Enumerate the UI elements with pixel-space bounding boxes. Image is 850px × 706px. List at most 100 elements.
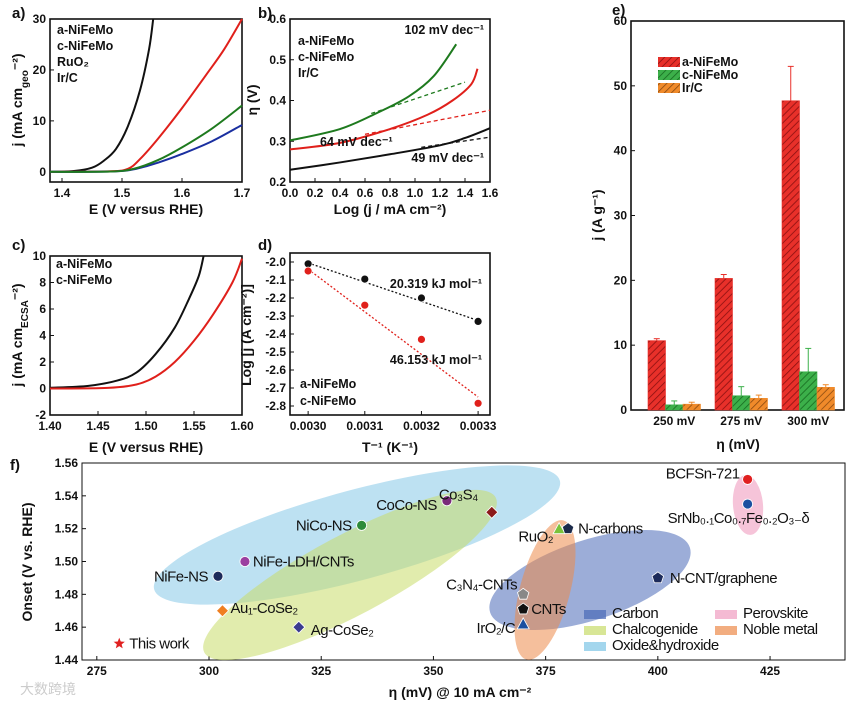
point-label: IrO₂/C [477,620,516,637]
point-label: N-carbons [578,521,643,538]
point-label: CoCo-NS [376,497,437,514]
y-axis-label-part: Log [j (A cm⁻²)] [238,284,254,386]
legend-label: a-NiFeMo [298,34,355,48]
slope-annotation: 102 mV dec⁻¹ [404,23,484,37]
bar-aNiFeMo [647,340,666,411]
marker-circle [742,474,754,485]
y-tick-label: 4 [39,329,46,343]
y-axis-label-part: geo [20,70,31,88]
x-tick-label: 1.45 [86,419,110,433]
y-tick-label: 0.4 [269,94,286,108]
series-line-cNiFeMo [49,258,243,390]
y-axis-label-part: η (V) [244,84,260,115]
x-tick-label: 375 [536,664,556,678]
x-tick-label: 1.4 [457,186,474,200]
x-tick-label: 350 [423,664,443,678]
x-tick-label: 0.0031 [346,419,383,433]
marker-pentagon [517,602,530,615]
bar-IrC [682,403,701,411]
series-line-IrC [289,43,458,142]
y-tick-label: 0.2 [269,175,286,189]
group-region-chalcogenide [203,489,497,661]
panel-e: 0 10 20 30 40 50 60e) η (mV) j (A g⁻¹) 250 mV 275 … [589,2,845,452]
legend-swatch [584,610,606,619]
point-label: This work [129,636,190,653]
x-tick-label: 0.0 [282,186,299,200]
bar-cNiFeMo [665,404,684,411]
y-tick-label: -2.0 [265,255,286,269]
point-label: NiFe-LDH/CNTs [253,554,354,571]
y-axis-label-part: Onset (V vs. RHE) [19,502,35,621]
panel-label: b) [258,5,272,22]
y-axis-label: j (A g⁻¹) [589,189,605,241]
marker-triangle [552,521,566,535]
legend-swatch [715,610,737,619]
legend-label: a-NiFeMo [57,23,114,37]
legend-label: Noble metal [743,621,818,638]
y-axis-label: j (mA cmECSA⁻²) [9,283,31,387]
x-tick-label: 0.8 [382,186,399,200]
y-tick-label: 8 [39,276,46,290]
legend-label: c-NiFeMo [57,39,114,53]
arrhenius-fit-line [307,268,479,398]
y-tick-label: 1.56 [55,456,79,470]
y-tick-label: -2.5 [265,345,286,359]
y-tick-label: 20 [614,273,628,287]
y-tick-label: 6 [39,302,46,316]
legend-label: Ir/C [298,66,319,80]
y-axis-label: Onset (V vs. RHE) [19,502,35,621]
arrhenius-fit-line [307,262,479,322]
point-label: Au₁-CoSe₂ [230,600,298,617]
bar-IrC [749,398,768,411]
bar-cNiFeMo [799,371,818,411]
x-axis-label: Log (j / mA cm⁻²) [334,201,447,217]
legend-label: a-NiFeMo [56,257,113,271]
marker-diamond [292,620,306,634]
x-tick-label: 275 [87,664,107,678]
x-tick-label: 0.0032 [403,419,440,433]
x-tick-label: 1.2 [432,186,449,200]
y-tick-label: 1.48 [55,587,79,601]
point-label: Co₃S₄ [439,486,478,503]
legend-swatch [658,83,680,93]
y-tick-label: 50 [614,79,628,93]
y-tick-label: 60 [614,14,628,28]
x-axis-label: η (mV) @ 10 mA cm⁻² [389,684,532,700]
x-axis-label: E (V versus RHE) [89,201,203,217]
marker-pentagon [561,522,575,534]
series-line-IrC [49,104,243,173]
y-axis-label: j (mA cmgeo⁻²) [9,53,31,147]
legend-label: Chalcogenide [612,621,698,638]
y-tick-label: -2.3 [265,309,286,323]
x-tick-label: 0.4 [332,186,349,200]
data-point [303,259,313,269]
series-line-aNiFeMo [49,255,205,389]
y-tick-label: 0.6 [269,12,286,26]
x-tick-label: 1.0 [407,186,424,200]
legend-swatch [584,642,606,651]
x-tick-label: 0.2 [307,186,324,200]
legend-label: c-NiFeMo [56,273,113,287]
marker-star [111,635,127,651]
y-tick-label: -2.1 [265,273,286,287]
y-tick-label: 10 [614,338,628,352]
point-label: SrNb₀.₁Co₀.₇Fe₀.₂O₃₋δ [668,510,810,527]
point-label: N-CNT/graphene [670,570,777,587]
y-tick-label: 1.50 [55,555,79,569]
tafel-fit-line [421,136,491,149]
point-label: RuO₂ [518,529,553,546]
slope-annotation: 49 mV dec⁻¹ [411,151,484,165]
data-point [417,293,426,303]
marker-diamond [485,505,499,519]
legend-swatch [584,626,606,635]
series-line-cNiFeMo [289,68,479,151]
y-tick-label: 20 [33,63,47,77]
point-label: Ag-CoSe₂ [311,622,374,639]
panel-label: c) [12,237,25,254]
panel-c: 1.40 1.45 1.50 1.55 1.60 -2 0 2 4 6 8 10 c) E (V vers… [9,237,254,455]
y-tick-label: 0 [39,165,46,179]
x-tick-label: 0.6 [357,186,374,200]
marker-pentagon [517,587,530,600]
bar-cNiFeMo [732,395,751,411]
y-axis-label-part: j (A g⁻¹) [589,189,605,241]
